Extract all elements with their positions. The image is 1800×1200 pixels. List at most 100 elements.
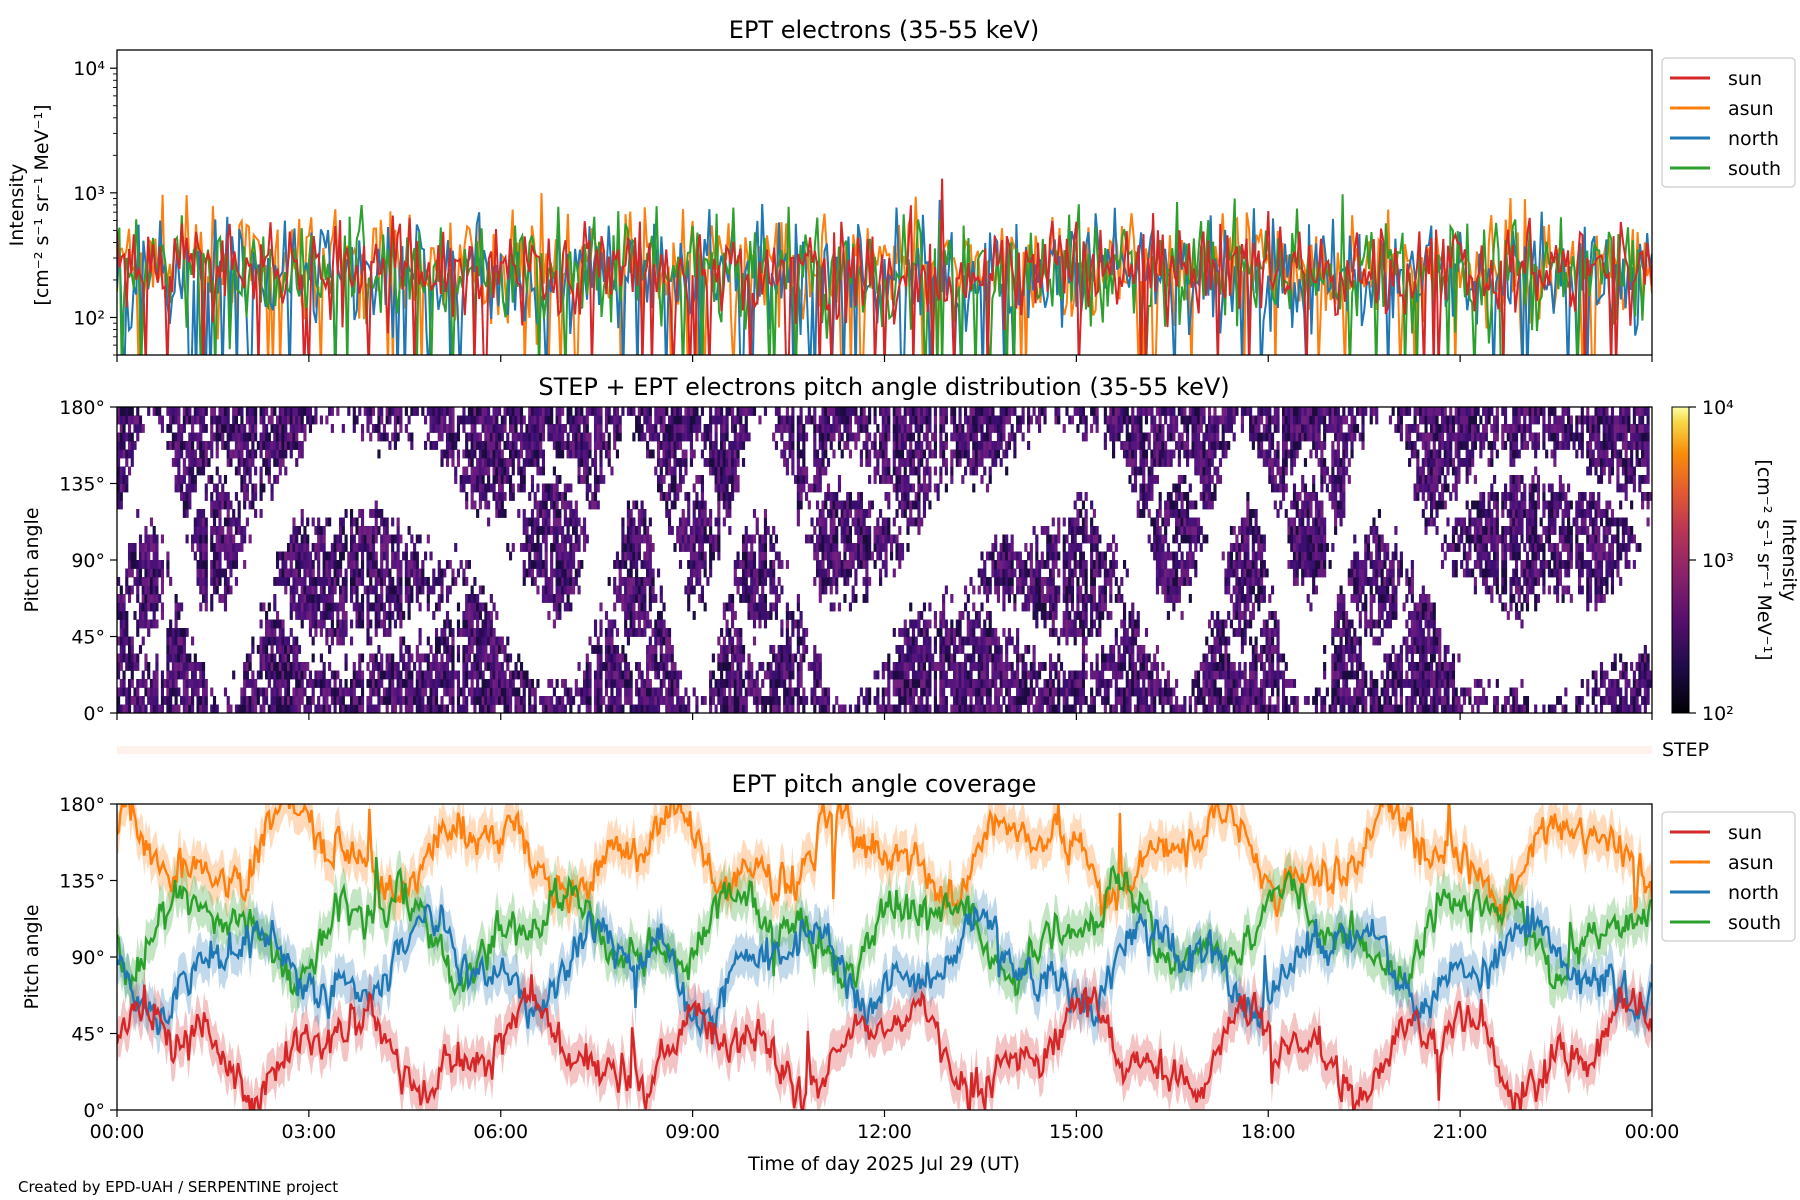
- heatmap-cell: [300, 577, 304, 586]
- heatmap-cell: [692, 687, 696, 697]
- heatmap-cell: [210, 704, 214, 713]
- heatmap-cell: [714, 517, 718, 527]
- heatmap-cell: [558, 415, 562, 425]
- heatmap-cell: [832, 500, 836, 510]
- heatmap-cell: [714, 407, 718, 416]
- heatmap-cell: [215, 509, 219, 518]
- heatmap-cell: [226, 449, 230, 459]
- heatmap-cell: [440, 432, 444, 442]
- heatmap-cell: [906, 407, 910, 416]
- heatmap-cell: [736, 407, 740, 416]
- heatmap-cell: [813, 415, 817, 425]
- heatmap-cell: [906, 458, 910, 467]
- heatmap-cell: [495, 670, 499, 680]
- heatmap-cell: [243, 475, 247, 484]
- heatmap-cell: [204, 585, 208, 595]
- heatmap-cell: [541, 696, 546, 705]
- heatmap-cell: [119, 662, 123, 671]
- heatmap-cell: [558, 526, 562, 535]
- heatmap-cell: [909, 619, 913, 629]
- heatmap-cell: [637, 687, 641, 697]
- heatmap-cell: [267, 449, 271, 459]
- heatmap-cell: [473, 466, 477, 476]
- heatmap-cell: [374, 568, 378, 578]
- heatmap-cell: [478, 628, 482, 637]
- heatmap-cell: [755, 517, 759, 527]
- heatmap-cell: [703, 551, 707, 561]
- heatmap-cell: [437, 645, 441, 654]
- heatmap-cell: [654, 466, 658, 476]
- heatmap-cell: [429, 551, 433, 561]
- heatmap-cell: [561, 560, 565, 569]
- heatmap-cell: [541, 407, 546, 416]
- heatmap-cell: [906, 432, 910, 442]
- heatmap-cell: [656, 611, 661, 620]
- heatmap-cell: [407, 560, 411, 569]
- heatmap-cell: [127, 594, 132, 603]
- heatmap-cell: [358, 696, 362, 705]
- heatmap-cell: [303, 611, 307, 620]
- heatmap-cell: [487, 696, 491, 705]
- heatmap-cell: [736, 441, 740, 450]
- heatmap-cell: [470, 594, 474, 603]
- heatmap-cell: [670, 441, 674, 450]
- heatmap-cell: [848, 543, 853, 552]
- heatmap-cell: [391, 551, 395, 561]
- heatmap-cell: [117, 458, 121, 467]
- heatmap-cell: [744, 534, 748, 544]
- heatmap-cell: [903, 670, 907, 680]
- heatmap-cell: [292, 662, 296, 671]
- heatmap-cell: [635, 415, 639, 425]
- heatmap-cell: [599, 415, 603, 425]
- heatmap-cell: [530, 704, 535, 713]
- heatmap-cell: [585, 466, 589, 476]
- heatmap-cell: [689, 551, 694, 561]
- heatmap-cell: [892, 441, 896, 450]
- heatmap-cell: [259, 619, 263, 629]
- heatmap-cell: [380, 407, 384, 416]
- heatmap-cell: [643, 619, 647, 629]
- heatmap-cell: [325, 517, 329, 527]
- heatmap-cell: [360, 543, 365, 552]
- heatmap-cell: [503, 509, 507, 518]
- heatmap-cell: [366, 534, 370, 544]
- heatmap-cell: [777, 551, 781, 561]
- heatmap-cell: [700, 449, 704, 459]
- heatmap-cell: [498, 492, 502, 501]
- heatmap-cell: [226, 585, 230, 595]
- heatmap-cell: [681, 449, 685, 459]
- heatmap-cell: [432, 611, 436, 620]
- heatmap-cell: [561, 594, 565, 603]
- heatmap-cell: [654, 594, 658, 603]
- heatmap-cell: [308, 415, 313, 425]
- heatmap-cell: [349, 551, 354, 561]
- heatmap-cell: [709, 509, 713, 518]
- heatmap-cell: [519, 466, 524, 476]
- heatmap-cell: [563, 602, 567, 612]
- heatmap-cell: [149, 585, 154, 595]
- heatmap-cell: [413, 551, 417, 561]
- heatmap-cell: [813, 475, 817, 484]
- heatmap-cell: [698, 475, 702, 484]
- heatmap-cell: [473, 636, 477, 646]
- heatmap-cell: [489, 432, 493, 442]
- heatmap-cell: [788, 696, 792, 705]
- heatmap-cell: [763, 509, 768, 518]
- heatmap-cell: [667, 526, 672, 535]
- heatmap-cell: [539, 441, 543, 450]
- heatmap-cell: [270, 645, 274, 654]
- heatmap-cell: [147, 560, 151, 569]
- heatmap-cell: [240, 407, 244, 416]
- heatmap-cell: [317, 704, 321, 713]
- heatmap-cell: [769, 568, 773, 578]
- heatmap-cell: [270, 407, 274, 416]
- heatmap-cell: [281, 568, 285, 578]
- heatmap-cell: [522, 526, 526, 535]
- heatmap-cell: [498, 500, 502, 510]
- heatmap-cell: [533, 577, 537, 586]
- heatmap-cell: [292, 424, 296, 433]
- heatmap-cell: [906, 670, 910, 680]
- heatmap-cell: [341, 594, 345, 603]
- heatmap-cell: [333, 560, 337, 569]
- heatmap-cell: [275, 415, 280, 425]
